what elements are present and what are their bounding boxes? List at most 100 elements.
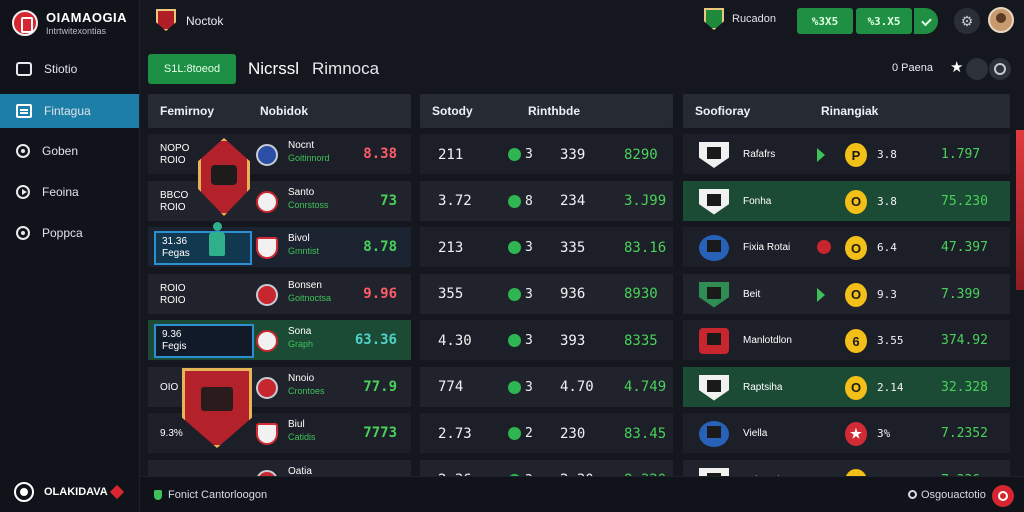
table-row[interactable]: 9.36 Fegis Sona Graph 63.36 bbox=[148, 320, 411, 361]
odds-value[interactable]: 3.J99 bbox=[624, 193, 667, 209]
odds-value[interactable]: 374.92 bbox=[941, 333, 988, 348]
odds-value[interactable]: 8.38 bbox=[363, 146, 397, 162]
coin-badge[interactable]: O bbox=[845, 236, 867, 260]
team-sublabel: Goitinnord bbox=[288, 153, 330, 163]
team-sublabel: Goitnoctsa bbox=[288, 292, 332, 303]
odds-button-b[interactable]: %3.X5 bbox=[856, 8, 912, 34]
sidebar-item-1[interactable]: Stiotio bbox=[0, 52, 139, 86]
odds-value[interactable]: 8930 bbox=[624, 286, 658, 302]
table-row[interactable]: 355 3 936 8930 bbox=[420, 273, 673, 315]
table-row[interactable]: 4.30 3 393 8335 bbox=[420, 320, 673, 361]
top-match[interactable]: Rucadon bbox=[704, 8, 776, 30]
stat-value: 3 bbox=[525, 333, 533, 348]
coin-badge[interactable]: P bbox=[845, 143, 867, 167]
table-row[interactable]: 31.36 Fegas Bivol Gmntist 8.78 bbox=[148, 227, 411, 268]
brand[interactable]: OIAMAOGIA Intrtwitexontias bbox=[12, 8, 138, 42]
score-line: ROIO bbox=[160, 294, 186, 306]
team-sublabel: Conrstoss bbox=[288, 199, 329, 210]
odds-value[interactable]: 8335 bbox=[624, 332, 658, 349]
brand-subtitle: Intrtwitexontias bbox=[46, 26, 107, 36]
odds-value[interactable]: 47.397 bbox=[941, 240, 988, 255]
table-row[interactable]: 211 3 339 8290 bbox=[420, 134, 673, 175]
table-row[interactable]: 2.73 2 230 83.45 bbox=[420, 413, 673, 454]
sidebar-footer[interactable]: OLAKIDAVA bbox=[14, 482, 124, 502]
sidebar-item-3[interactable]: Goben bbox=[0, 134, 139, 168]
score-line: 9.3% bbox=[160, 428, 183, 439]
odds-value[interactable]: 8.78 bbox=[363, 239, 397, 255]
odds-value[interactable]: 32.328 bbox=[941, 379, 988, 395]
odds-value[interactable]: 77.9 bbox=[363, 378, 397, 395]
table-row[interactable]: Beit O 9.3 7.399 bbox=[683, 273, 1010, 315]
column-header[interactable]: Femirnoy bbox=[160, 104, 215, 118]
odds-value[interactable]: 7773 bbox=[363, 425, 397, 441]
column-header[interactable]: Rinthbde bbox=[528, 104, 580, 118]
column-header[interactable]: Soofioray bbox=[695, 104, 751, 118]
odds-value[interactable]: 9.96 bbox=[363, 285, 397, 302]
club-crest-icon bbox=[699, 374, 729, 401]
panel-header: Femirnoy Nobidok bbox=[148, 94, 411, 128]
star-icon[interactable]: ★ bbox=[950, 59, 964, 76]
table-row[interactable]: Viella ★ 3% 7.2352 bbox=[683, 413, 1010, 454]
score-cell: 9.36 Fegis bbox=[154, 324, 254, 358]
top-title[interactable]: Noctok bbox=[186, 14, 224, 28]
options-icon[interactable] bbox=[966, 58, 988, 80]
circle-icon bbox=[16, 226, 30, 240]
table-row[interactable]: 9.3% Biul Catidis 7773 bbox=[148, 413, 411, 454]
odds-value[interactable]: 63.36 bbox=[354, 332, 397, 348]
footer-left-label[interactable]: Fonict Cantorloogon bbox=[168, 489, 268, 501]
table-row[interactable]: BBCO ROIO Santo Conrstoss 73 bbox=[148, 180, 411, 222]
team-label: Nocnt bbox=[288, 140, 315, 151]
coin-badge[interactable]: ★ bbox=[845, 422, 867, 446]
odds-value[interactable]: 75.230 bbox=[941, 193, 988, 209]
footer-right-label[interactable]: Osgouactotio bbox=[921, 489, 986, 501]
table-row[interactable]: ROIO ROIO Bonsen Goitnoctsa 9.96 bbox=[148, 273, 411, 315]
stat-value: 2.73 bbox=[438, 425, 472, 442]
table-row[interactable]: Raptsiha O 2.14 32.328 bbox=[683, 366, 1010, 408]
notification-icon[interactable] bbox=[992, 485, 1014, 507]
odds-button-a[interactable]: %3X5 bbox=[797, 8, 853, 34]
table-row[interactable]: Rafafrs P 3.8 1.797 bbox=[683, 134, 1010, 175]
odds-value[interactable]: 4.749 bbox=[624, 379, 667, 395]
table-row[interactable]: NOPO ROIO Nocnt Goitinnord 8.38 bbox=[148, 134, 411, 175]
coin-badge[interactable]: O bbox=[845, 189, 867, 214]
team-label: Santo bbox=[288, 186, 315, 198]
odds-value[interactable]: 73 bbox=[380, 192, 397, 209]
odds-value[interactable]: 7.2352 bbox=[941, 426, 988, 441]
column-header[interactable]: Rinangiak bbox=[821, 104, 879, 118]
coin-badge[interactable]: O bbox=[845, 375, 867, 400]
coin-badge[interactable]: O bbox=[845, 282, 867, 307]
table-row[interactable]: Manlotdlon 6 3.55 374.92 bbox=[683, 320, 1010, 361]
settings-icon[interactable]: ⚙ bbox=[954, 8, 980, 34]
avatar[interactable] bbox=[988, 7, 1014, 33]
sidebar-item-2[interactable]: Fintagua bbox=[0, 94, 139, 128]
team-label: Raptsiha bbox=[743, 381, 783, 393]
top-match-label: Rucadon bbox=[732, 13, 777, 25]
stat-value: 3.72 bbox=[438, 193, 472, 209]
team-label: Biul bbox=[288, 419, 305, 430]
check-icon[interactable] bbox=[914, 8, 938, 34]
sidebar-item-4[interactable]: Feoina bbox=[0, 175, 139, 209]
refresh-icon[interactable] bbox=[989, 58, 1011, 80]
column-header[interactable]: Sotody bbox=[432, 104, 473, 118]
table-row[interactable]: Fixia Rotai O 6.4 47.397 bbox=[683, 227, 1010, 268]
odds-value[interactable]: 1.797 bbox=[941, 147, 981, 162]
coin-badge[interactable]: 6 bbox=[845, 329, 867, 353]
odds-value[interactable]: 83.45 bbox=[624, 425, 667, 442]
odds-value[interactable]: 83.16 bbox=[624, 239, 667, 256]
table-row[interactable]: 213 3 335 83.16 bbox=[420, 227, 673, 268]
sidebar: OIAMAOGIA Intrtwitexontias Stiotio Finta… bbox=[0, 0, 140, 512]
table-row[interactable]: 3.72 8 234 3.J99 bbox=[420, 180, 673, 222]
column-header[interactable]: Nobidok bbox=[260, 104, 308, 118]
table-row[interactable]: Fonha O 3.8 75.230 bbox=[683, 180, 1010, 222]
sidebar-item-5[interactable]: Poppca bbox=[0, 216, 139, 250]
score-cell: OIO bbox=[154, 371, 198, 405]
odds-value[interactable]: 7.399 bbox=[941, 286, 981, 302]
stat-value: 339 bbox=[560, 146, 586, 163]
brand-title: OIAMAOGIA bbox=[46, 10, 128, 25]
table-row[interactable]: 774 3 4.70 4.749 bbox=[420, 366, 673, 408]
odds-value[interactable]: 8290 bbox=[624, 146, 658, 163]
stat-value: 234 bbox=[560, 193, 586, 209]
filter-button[interactable]: S1L:8toeod bbox=[148, 54, 236, 84]
sub-header-label[interactable]: 0 Paena bbox=[892, 62, 933, 74]
stat-value: 355 bbox=[438, 286, 464, 302]
